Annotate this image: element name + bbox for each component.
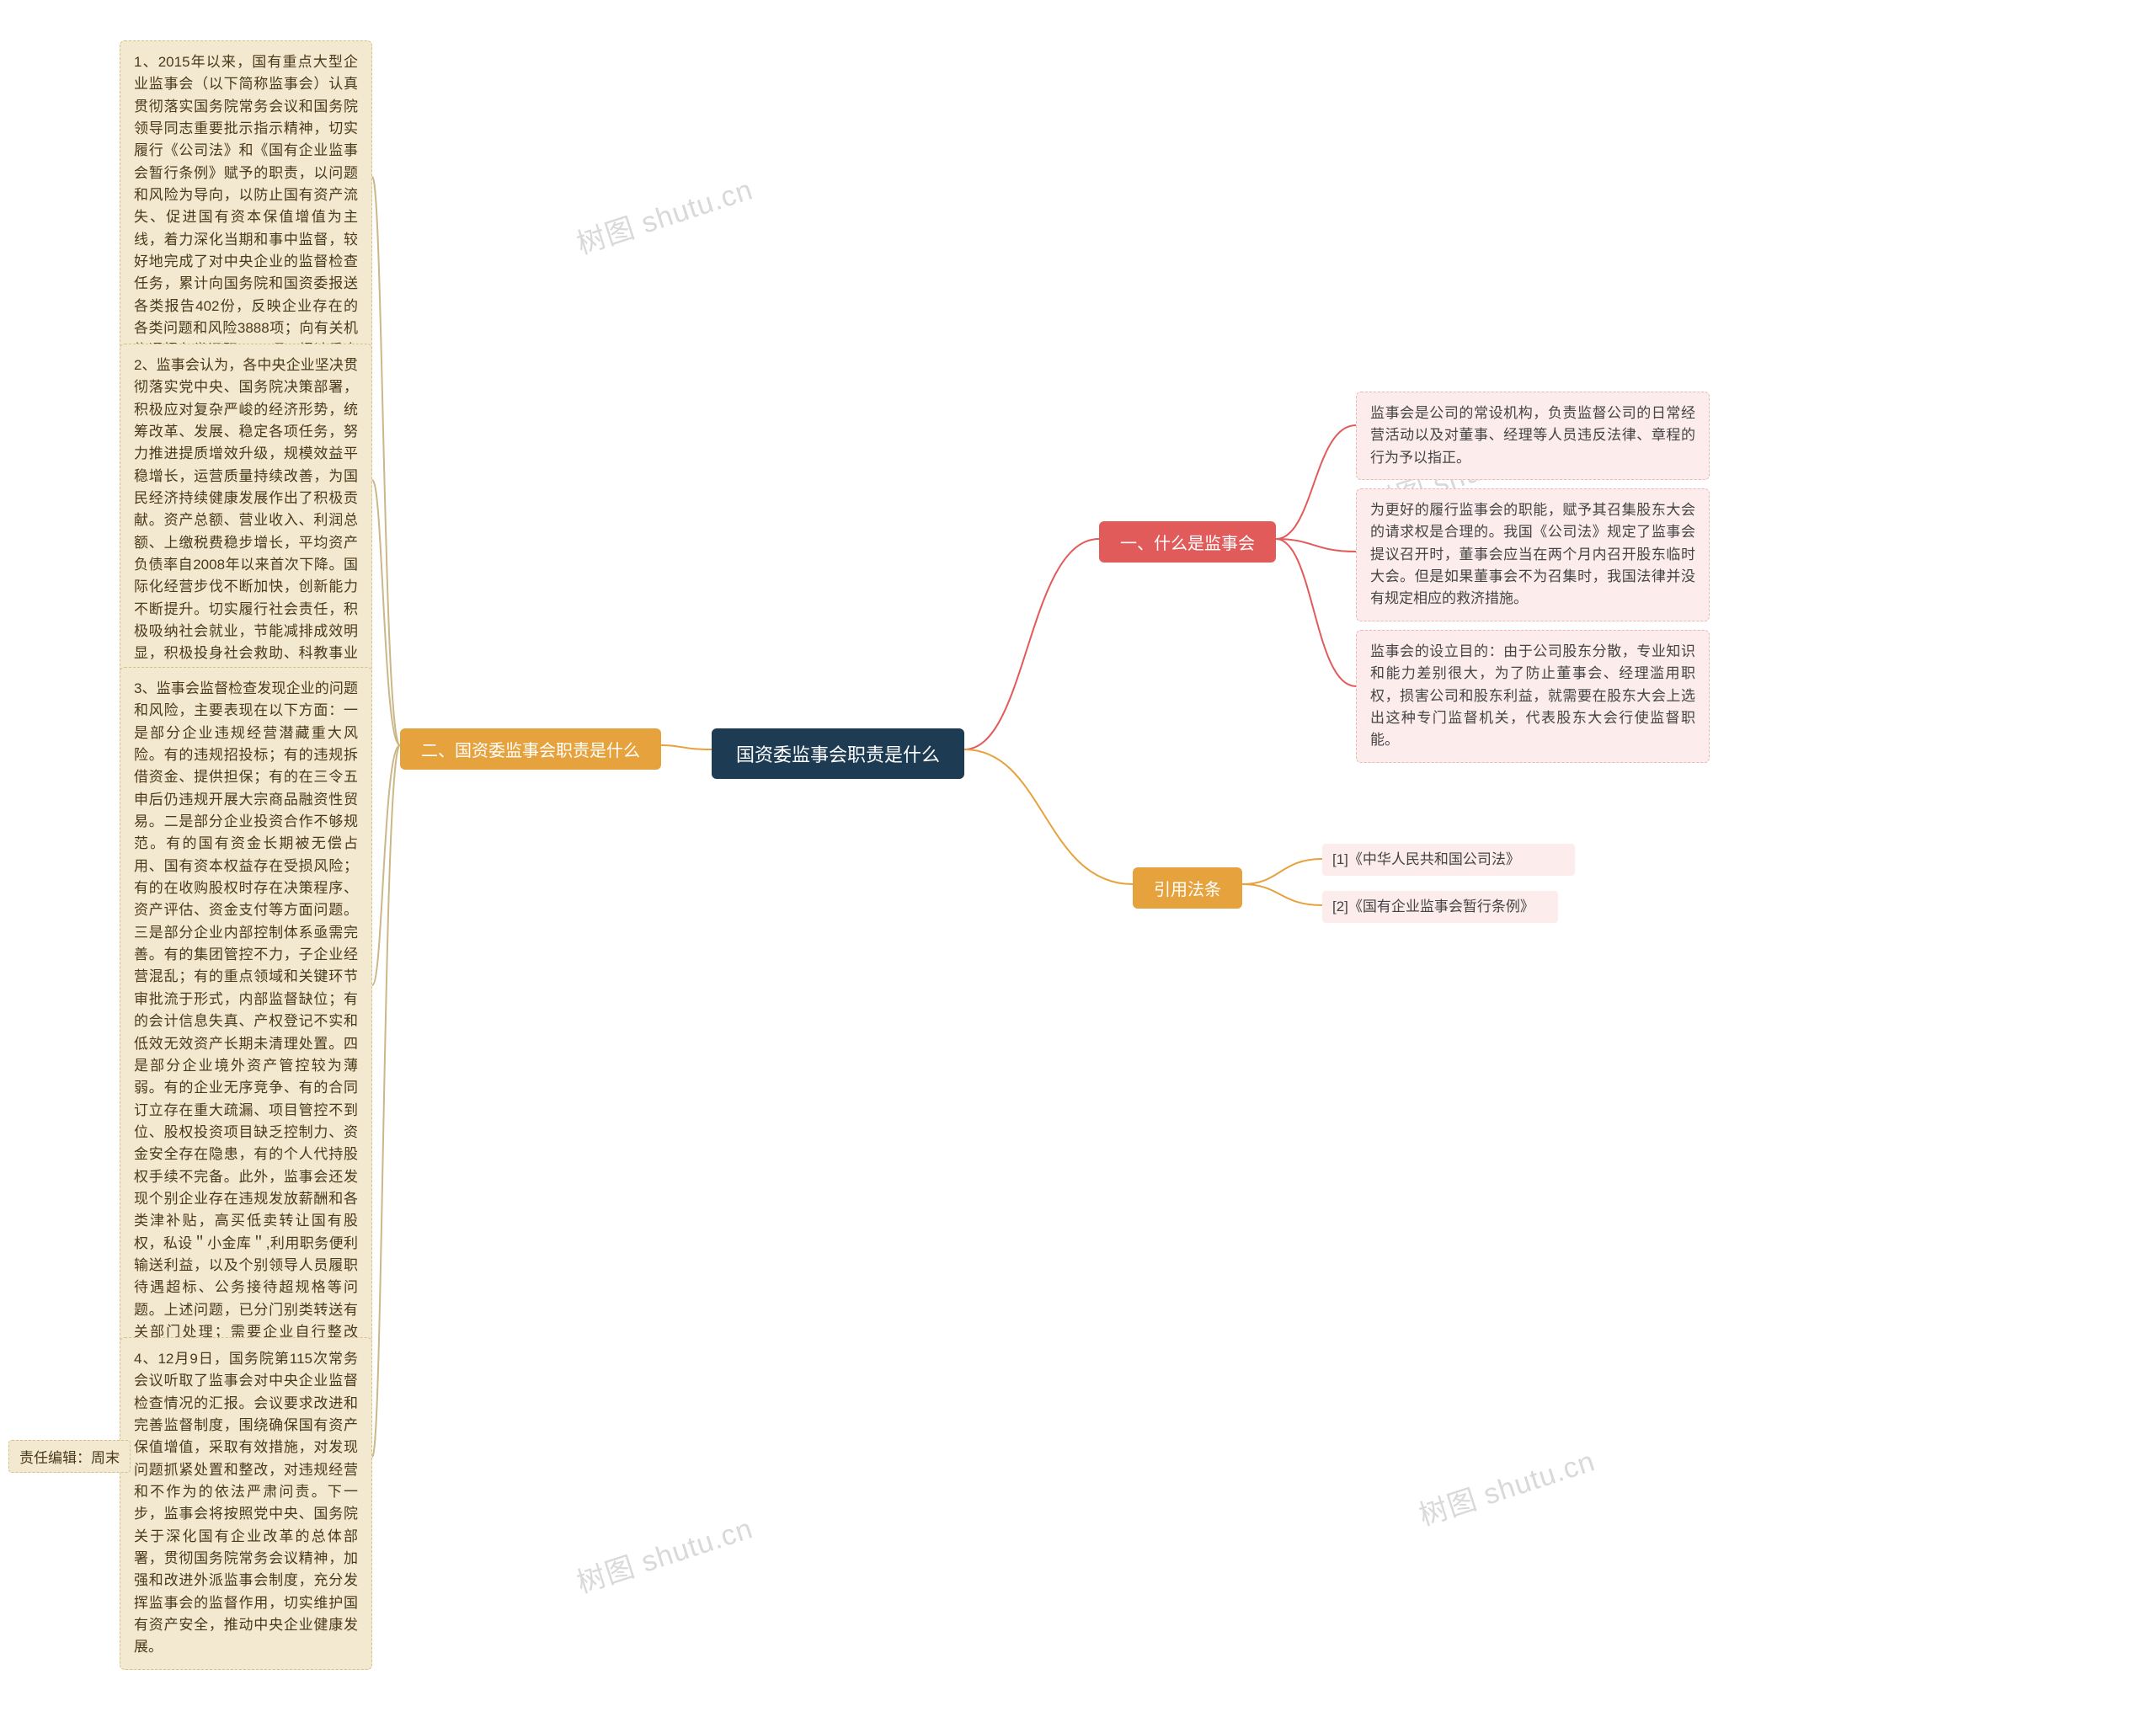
leaf-duty-3: 3、监事会监督检查发现企业的问题和风险，主要表现在以下方面：一是部分企业违规经营…	[120, 667, 372, 1443]
leaf-definition-3: 监事会的设立目的：由于公司股东分散，专业知识和能力差别很大，为了防止董事会、经理…	[1356, 630, 1710, 763]
branch-what-is[interactable]: 一、什么是监事会	[1099, 521, 1276, 563]
root-node[interactable]: 国资委监事会职责是什么	[712, 728, 964, 779]
leaf-duty-2: 2、监事会认为，各中央企业坚决贯彻落实党中央、国务院决策部署，积极应对复杂严峻的…	[120, 344, 372, 721]
branch-law-ref[interactable]: 引用法条	[1133, 867, 1242, 909]
watermark: 树图 shutu.cn	[571, 167, 758, 263]
watermark: 树图 shutu.cn	[1413, 1438, 1600, 1534]
editor-credit: 责任编辑：周末	[8, 1440, 131, 1473]
leaf-law-2: [2]《国有企业监事会暂行条例》	[1322, 891, 1558, 923]
branch-duties[interactable]: 二、国资委监事会职责是什么	[400, 728, 661, 770]
watermark: 树图 shutu.cn	[571, 1506, 758, 1602]
leaf-duty-4: 4、12月9日，国务院第115次常务会议听取了监事会对中央企业监督检查情况的汇报…	[120, 1337, 372, 1670]
leaf-law-1: [1]《中华人民共和国公司法》	[1322, 844, 1575, 876]
leaf-definition-2: 为更好的履行监事会的职能，赋予其召集股东大会的请求权是合理的。我国《公司法》规定…	[1356, 488, 1710, 621]
leaf-definition-1: 监事会是公司的常设机构，负责监督公司的日常经营活动以及对董事、经理等人员违反法律…	[1356, 392, 1710, 480]
